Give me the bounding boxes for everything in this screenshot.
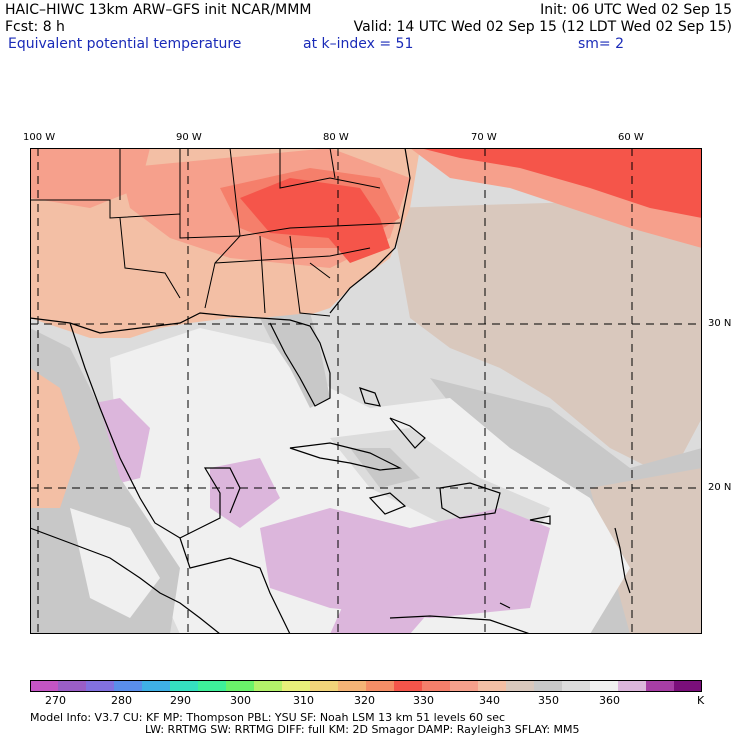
lat-label-20n: 20 N (708, 482, 732, 493)
colorbar-segment (674, 680, 702, 692)
colorbar-segment (394, 680, 423, 692)
colorbar-segment (450, 680, 479, 692)
field-us-330 (240, 178, 380, 238)
lon-label-100w: 100 W (23, 132, 56, 143)
colorbar-unit: K (697, 694, 705, 707)
colorbar-segment (86, 680, 115, 692)
colorbar-segment (254, 680, 283, 692)
colorbar-segment (226, 680, 255, 692)
lat-lon-grid (30, 148, 702, 634)
field-lavender-south (330, 568, 450, 634)
lon-label-90w: 90 W (176, 132, 202, 143)
colorbar-segment (478, 680, 507, 692)
colorbar-segment (170, 680, 199, 692)
colorbar-label-350: 350 (538, 694, 559, 707)
lon-label-80w: 80 W (323, 132, 349, 143)
smoothing-value: sm= 2 (578, 36, 625, 52)
model-info-line2: LW: RRTMG SW: RRTMG DIFF: full KM: 2D Sm… (145, 723, 580, 736)
field-atlantic-tan (390, 198, 702, 478)
field-caribbean-tan (350, 448, 420, 488)
state-borders (30, 148, 401, 317)
colorbar-segment (198, 680, 227, 692)
colorbar-segment (646, 680, 675, 692)
field-name: Equivalent potential temperature (8, 36, 242, 52)
field-lavender-caribbean (260, 508, 550, 618)
field-carolina-330 (320, 218, 390, 263)
field-mexico-white (70, 508, 160, 618)
field-atlantic-tan2 (590, 468, 702, 634)
valid-time: Valid: 14 UTC Wed 02 Sep 15 (12 LDT Wed … (353, 19, 732, 35)
model-title: HAIC–HIWC 13km ARW–GFS init NCAR/MMM (5, 2, 312, 18)
theta-e-map (30, 148, 702, 634)
colorbar-label-330: 330 (413, 694, 434, 707)
colorbar-segment (114, 680, 143, 692)
colorbar-segment (282, 680, 311, 692)
colorbar-label-280: 280 (111, 694, 132, 707)
init-time: Init: 06 UTC Wed 02 Sep 15 (540, 2, 732, 18)
colorbar-label-340: 340 (479, 694, 500, 707)
lon-label-70w: 70 W (471, 132, 497, 143)
colorbar-segment (534, 680, 563, 692)
colorbar-segment (562, 680, 591, 692)
model-info-line1: Model Info: V3.7 CU: KF MP: Thompson PBL… (30, 711, 506, 724)
colorbar (30, 680, 702, 692)
colorbar-label-320: 320 (354, 694, 375, 707)
colorbar-segment (590, 680, 619, 692)
colorbar-label-300: 300 (230, 694, 251, 707)
lon-label-60w: 60 W (618, 132, 644, 143)
colorbar-segment (338, 680, 367, 692)
colorbar-segment (30, 680, 59, 692)
colorbar-segment (366, 680, 395, 692)
field-mexico-tan (30, 368, 80, 508)
colorbar-label-270: 270 (45, 694, 66, 707)
colorbar-segment (618, 680, 647, 692)
field-lavender-yucatan (210, 458, 280, 528)
colorbar-label-360: 360 (599, 694, 620, 707)
colorbar-segment (422, 680, 451, 692)
level-index: at k–index = 51 (303, 36, 414, 52)
map-frame (30, 148, 702, 634)
colorbar-segment (506, 680, 535, 692)
colorbar-segment (310, 680, 339, 692)
colorbar-label-290: 290 (170, 694, 191, 707)
colorbar-segment (142, 680, 171, 692)
colorbar-segment (58, 680, 87, 692)
colorbar-frame (30, 680, 702, 692)
lat-label-30n: 30 N (708, 318, 732, 329)
coastlines (30, 148, 631, 634)
forecast-hour: Fcst: 8 h (5, 19, 65, 35)
colorbar-label-310: 310 (293, 694, 314, 707)
